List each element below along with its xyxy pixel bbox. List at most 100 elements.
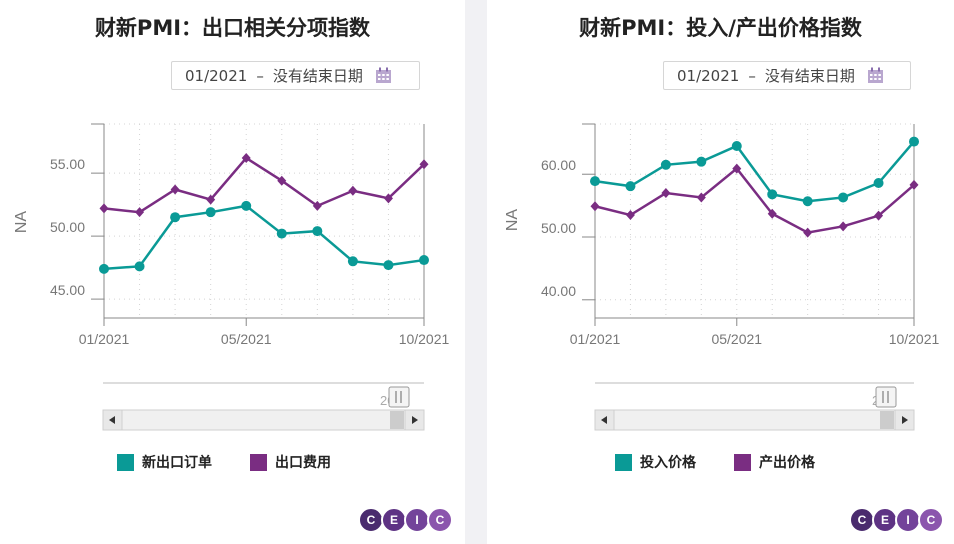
data-point[interactable] bbox=[241, 200, 252, 211]
data-point[interactable] bbox=[767, 208, 777, 219]
chart-legend: 投入价格 产出价格 bbox=[615, 452, 853, 472]
arrow-right-icon bbox=[902, 416, 908, 424]
data-point[interactable] bbox=[731, 140, 742, 151]
data-point[interactable] bbox=[909, 136, 919, 147]
panel-divider bbox=[465, 0, 487, 544]
data-point[interactable] bbox=[732, 163, 742, 174]
data-point[interactable] bbox=[419, 255, 429, 266]
data-point[interactable] bbox=[170, 212, 181, 223]
legend-item[interactable]: 出口费用 bbox=[250, 452, 331, 472]
date-start: 01/2021 bbox=[185, 66, 248, 85]
legend-label: 产出价格 bbox=[759, 455, 815, 471]
data-point[interactable] bbox=[873, 178, 884, 189]
data-point[interactable] bbox=[803, 227, 813, 238]
x-tick-label: 01/2021 bbox=[79, 331, 130, 347]
legend-item[interactable]: 产出价格 bbox=[734, 452, 815, 472]
chart-legend: 新出口订单 出口费用 bbox=[117, 452, 369, 472]
data-point[interactable] bbox=[312, 200, 322, 211]
data-point[interactable] bbox=[347, 256, 358, 267]
scrollbar-thumb[interactable] bbox=[390, 411, 404, 429]
legend-label: 投入价格 bbox=[640, 455, 696, 471]
data-point[interactable] bbox=[99, 263, 109, 274]
chart-grid: 40.00 50.00 60.00 01/2021 05/2021 10/2021 bbox=[541, 123, 940, 347]
data-point[interactable] bbox=[660, 159, 671, 170]
calendar-icon[interactable] bbox=[375, 67, 392, 84]
legend-item[interactable]: 投入价格 bbox=[615, 452, 696, 472]
data-point[interactable] bbox=[838, 192, 849, 203]
data-point[interactable] bbox=[277, 175, 287, 186]
data-point[interactable] bbox=[625, 181, 636, 192]
legend-swatch bbox=[615, 453, 632, 471]
legend-label: 出口费用 bbox=[275, 455, 331, 471]
data-point[interactable] bbox=[802, 196, 813, 207]
data-point[interactable] bbox=[383, 193, 393, 204]
calendar-icon[interactable] bbox=[867, 67, 884, 84]
legend-item[interactable]: 新出口订单 bbox=[117, 452, 212, 472]
navigator[interactable]: 20 bbox=[594, 382, 915, 431]
chart-marks bbox=[99, 153, 429, 274]
data-point[interactable] bbox=[590, 176, 600, 187]
date-range-picker[interactable]: 01/2021 – 没有结束日期 bbox=[663, 61, 911, 90]
data-point[interactable] bbox=[206, 194, 216, 205]
data-point[interactable] bbox=[419, 159, 429, 170]
series-line bbox=[103, 204, 425, 271]
navigator-handle[interactable] bbox=[875, 386, 897, 408]
data-point[interactable] bbox=[312, 226, 323, 237]
series-line bbox=[103, 156, 425, 214]
series-line bbox=[594, 166, 915, 234]
data-point[interactable] bbox=[134, 261, 145, 272]
data-point[interactable] bbox=[625, 210, 635, 221]
data-point[interactable] bbox=[696, 192, 706, 203]
data-point[interactable] bbox=[909, 179, 919, 190]
navigator[interactable]: 20 bbox=[102, 382, 425, 431]
arrow-left-icon bbox=[109, 416, 115, 424]
data-point[interactable] bbox=[696, 156, 707, 167]
chart-grid: 45.00 50.00 55.00 01/2021 05/2021 10/2021 bbox=[50, 123, 450, 347]
legend-label: 新出口订单 bbox=[142, 455, 212, 471]
scrollbar-thumb[interactable] bbox=[880, 411, 894, 429]
y-tick-label: 40.00 bbox=[541, 283, 576, 299]
chart-title: 财新PMI：投入/产出价格指数 bbox=[579, 16, 862, 40]
y-axis-label: NA bbox=[13, 211, 30, 234]
data-point[interactable] bbox=[170, 184, 180, 195]
date-start: 01/2021 bbox=[677, 66, 740, 85]
data-point[interactable] bbox=[383, 260, 394, 271]
data-point[interactable] bbox=[241, 153, 251, 164]
y-tick-label: 50.00 bbox=[50, 219, 85, 235]
date-range-picker[interactable]: 01/2021 – 没有结束日期 bbox=[171, 61, 420, 90]
data-point[interactable] bbox=[99, 203, 109, 214]
chart-title: 财新PMI：出口相关分项指数 bbox=[94, 16, 371, 40]
y-tick-label: 45.00 bbox=[50, 282, 85, 298]
data-point[interactable] bbox=[205, 207, 216, 218]
data-point[interactable] bbox=[661, 188, 671, 199]
legend-swatch bbox=[117, 453, 134, 471]
x-tick-label: 10/2021 bbox=[889, 331, 940, 347]
y-tick-label: 55.00 bbox=[50, 156, 85, 172]
navigator-handle[interactable] bbox=[388, 386, 410, 408]
arrow-right-icon bbox=[412, 416, 418, 424]
chart-marks bbox=[590, 136, 919, 238]
arrow-left-icon bbox=[601, 416, 607, 424]
legend-swatch bbox=[250, 453, 267, 471]
y-tick-label: 50.00 bbox=[541, 220, 576, 236]
y-axis-label: NA bbox=[504, 209, 521, 232]
date-end: 没有结束日期 bbox=[764, 67, 855, 85]
data-point[interactable] bbox=[838, 221, 848, 232]
chart-panel-prices: 财新PMI：投入/产出价格指数 01/2021 – 没有结束日期 40.00 50… bbox=[487, 0, 954, 544]
y-tick-label: 60.00 bbox=[541, 157, 576, 173]
data-point[interactable] bbox=[590, 201, 600, 212]
data-point[interactable] bbox=[135, 207, 145, 218]
date-dash: – bbox=[256, 66, 264, 85]
x-tick-label: 05/2021 bbox=[221, 331, 272, 347]
series-line bbox=[594, 140, 915, 203]
data-point[interactable] bbox=[348, 185, 358, 196]
data-point[interactable] bbox=[276, 228, 287, 239]
x-tick-label: 05/2021 bbox=[711, 331, 762, 347]
data-point[interactable] bbox=[767, 189, 778, 200]
data-point[interactable] bbox=[874, 210, 884, 221]
x-tick-label: 10/2021 bbox=[399, 331, 450, 347]
